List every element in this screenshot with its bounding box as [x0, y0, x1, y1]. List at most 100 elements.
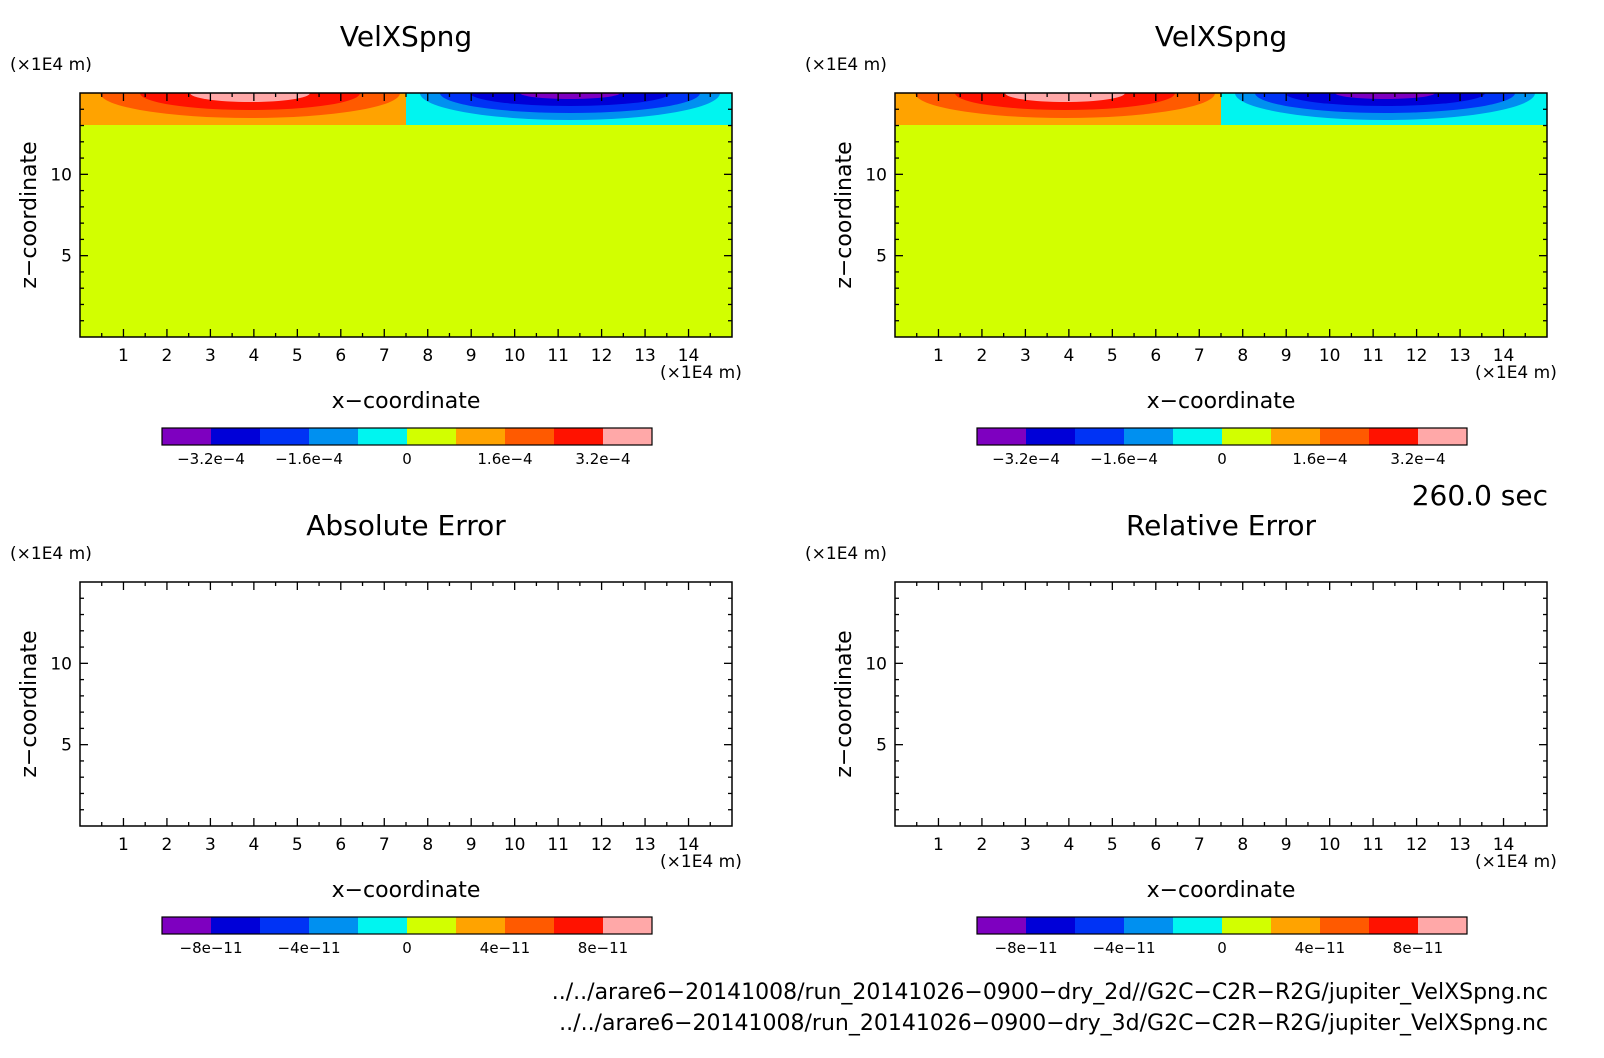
x-tick-label: 8: [422, 835, 433, 855]
x-tick-label: 11: [1362, 835, 1384, 855]
colorbar-swatch: [1222, 917, 1271, 934]
colorbar-label: 8e−11: [1393, 939, 1443, 957]
colorbar-swatch: [1222, 428, 1271, 445]
colorbar-label: 0: [1217, 939, 1227, 957]
colorbar-swatch: [162, 428, 211, 445]
colorbar-swatch: [456, 428, 505, 445]
panel-absolute-error: Absolute Error (×1E4 m) 1 2 3 4 5 6 7 8 9 10 11 12 1…: [10, 509, 742, 957]
y-tick-label: 10: [50, 165, 72, 185]
y-axis-label: z−coordinate: [832, 630, 857, 777]
colorbar-swatch: [407, 428, 456, 445]
x-tick-label: 5: [292, 346, 303, 366]
x-tick-label: 11: [1362, 346, 1384, 366]
x-tick-label: 13: [634, 835, 656, 855]
colorbar-swatch: [603, 917, 652, 934]
field-contour-band: [470, 93, 670, 106]
colorbar-swatch: [1075, 428, 1124, 445]
y-unit: (×1E4 m): [805, 55, 887, 75]
colorbar-swatch: [1369, 428, 1418, 445]
colorbar: −8e−11 −4e−11 0 4e−11 8e−11: [976, 916, 1468, 957]
field-contour-band: [1335, 93, 1435, 99]
x-tick-label: 13: [1449, 835, 1471, 855]
field-contour-band: [1005, 93, 1125, 102]
colorbar-swatch: [260, 428, 309, 445]
x-tick-label: 1: [118, 835, 129, 855]
x-tick-label: 4: [1063, 346, 1074, 366]
field-contour-band: [1285, 93, 1485, 106]
x-tick-label: 2: [977, 346, 988, 366]
x-tick-label: 5: [292, 835, 303, 855]
x-tick-label: 11: [547, 835, 569, 855]
x-tick-label: 9: [1281, 346, 1292, 366]
x-unit: (×1E4 m): [660, 852, 742, 872]
x-tick-label: 1: [933, 346, 944, 366]
colorbar-swatch: [309, 917, 358, 934]
footer-file-path-1: ../../arare6−20141008/run_20141026−0900−…: [552, 980, 1548, 1005]
colorbar-swatch: [1418, 428, 1467, 445]
x-tick-label: 12: [591, 346, 613, 366]
y-unit: (×1E4 m): [805, 544, 887, 564]
x-tick-label: 2: [977, 835, 988, 855]
panel-velxspng-right: VelXSpng (×1E4 m) 1 2 3 4 5 6 7 8 9 10 11 12 13 14510…: [805, 20, 1557, 468]
x-tick-label: 11: [547, 346, 569, 366]
colorbar-swatch: [1320, 428, 1369, 445]
colorbar-label: −4e−11: [278, 939, 341, 957]
x-tick-label: 6: [335, 835, 346, 855]
x-unit: (×1E4 m): [1475, 363, 1557, 383]
x-tick-label: 12: [1406, 835, 1428, 855]
colorbar-label: 8e−11: [578, 939, 628, 957]
x-tick-label: 7: [1194, 346, 1205, 366]
x-tick-label: 10: [1319, 835, 1341, 855]
y-tick-label: 5: [61, 247, 72, 267]
colorbar-frame: [976, 427, 1468, 446]
y-tick-label: 10: [865, 165, 887, 185]
colorbar-swatch: [358, 917, 407, 934]
colorbar-label: 0: [402, 939, 412, 957]
x-tick-label: 10: [504, 835, 526, 855]
y-tick-label: 10: [865, 654, 887, 674]
y-unit: (×1E4 m): [10, 544, 92, 564]
x-tick-label: 13: [1449, 346, 1471, 366]
colorbar-frame: [976, 916, 1468, 935]
colorbar-swatch: [505, 917, 554, 934]
time-label: 260.0 sec: [1412, 479, 1548, 512]
x-tick-label: 7: [1194, 835, 1205, 855]
x-tick-label: 5: [1107, 835, 1118, 855]
x-axis-label: x−coordinate: [1147, 389, 1296, 414]
colorbar-swatch: [211, 428, 260, 445]
field-plot: [895, 93, 1547, 337]
colorbar-swatch: [1271, 917, 1320, 934]
x-tick-label: 6: [1150, 835, 1161, 855]
x-tick-label: 8: [1237, 835, 1248, 855]
y-tick-label: 5: [876, 736, 887, 756]
field-background: [895, 93, 1547, 337]
panel-relative-error: Relative Error (×1E4 m) 1 2 3 4 5 6 7 8 9 10 11 12 1…: [805, 509, 1557, 957]
x-tick-label: 10: [1319, 346, 1341, 366]
colorbar-swatch: [260, 917, 309, 934]
x-unit: (×1E4 m): [660, 363, 742, 383]
x-tick-label: 12: [591, 835, 613, 855]
colorbar-frame: [161, 916, 653, 935]
x-tick-label: 14: [1493, 346, 1515, 366]
x-tick-label: 4: [248, 835, 259, 855]
plot-frame: [894, 581, 1548, 827]
field-contour-band: [190, 93, 310, 102]
x-tick-label: 8: [422, 346, 433, 366]
x-tick-label: 4: [1063, 835, 1074, 855]
colorbar-label: −8e−11: [995, 939, 1058, 957]
colorbar-label: −8e−11: [180, 939, 243, 957]
x-unit: (×1E4 m): [1475, 852, 1557, 872]
y-axis-label: z−coordinate: [832, 141, 857, 288]
x-axis-label: x−coordinate: [332, 389, 481, 414]
x-tick-label: 5: [1107, 346, 1118, 366]
x-tick-label: 3: [1020, 835, 1031, 855]
colorbar-label: −1.6e−4: [275, 450, 343, 468]
x-tick-label: 9: [1281, 835, 1292, 855]
x-tick-label: 3: [205, 346, 216, 366]
colorbar-label: 3.2e−4: [575, 450, 630, 468]
colorbar-swatch: [309, 428, 358, 445]
colorbar-label: −4e−11: [1093, 939, 1156, 957]
